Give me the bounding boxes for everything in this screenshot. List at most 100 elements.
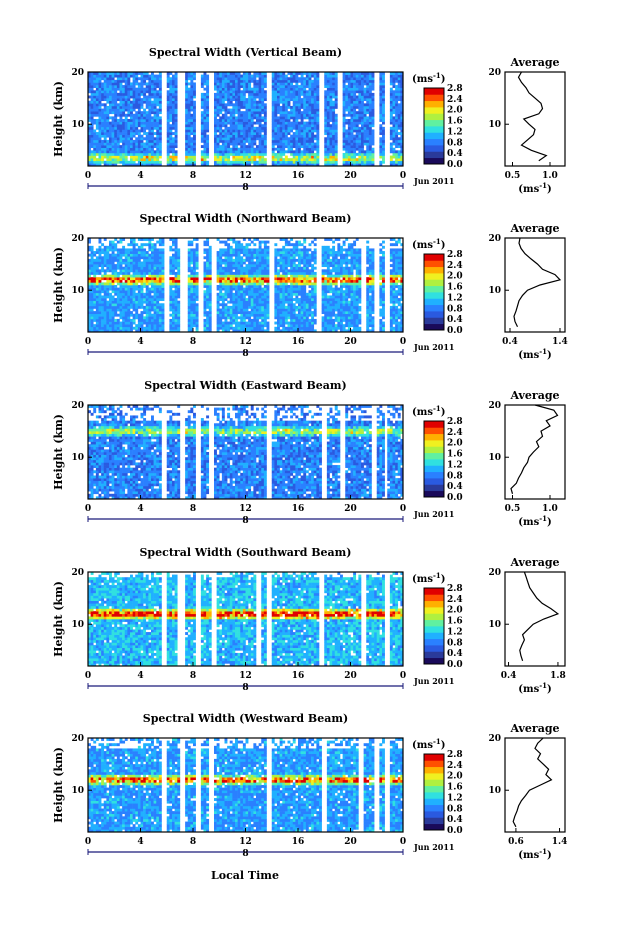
heatmap-cell xyxy=(177,308,181,312)
heatmap-cell xyxy=(245,137,249,141)
heatmap-cell xyxy=(174,98,178,102)
heatmap-cell xyxy=(308,134,312,138)
heatmap-cell xyxy=(177,253,181,257)
heatmap-cell xyxy=(274,126,278,130)
heatmap-cell xyxy=(158,238,162,241)
heatmap-cell xyxy=(400,121,404,125)
heatmap-cell xyxy=(174,132,178,135)
heatmap-cell xyxy=(253,158,257,162)
heatmap-cell xyxy=(174,271,178,275)
heatmap-cell xyxy=(235,134,238,138)
heatmap-cell xyxy=(109,90,112,94)
heatmap-cell xyxy=(219,292,223,296)
heatmap-cell xyxy=(135,243,139,247)
heatmap-cell xyxy=(368,160,372,164)
heatmap-cell xyxy=(227,74,231,78)
heatmap-cell xyxy=(187,279,191,283)
heatmap-cell xyxy=(303,85,307,88)
heatmap-cell xyxy=(98,238,102,241)
heatmap-cell xyxy=(137,92,141,96)
heatmap-cell xyxy=(101,124,105,128)
heatmap-cell xyxy=(116,321,120,325)
heatmap-cell xyxy=(258,77,262,81)
heatmap-cell xyxy=(93,147,97,151)
heatmap-cell xyxy=(221,305,225,309)
heatmap-cell xyxy=(158,126,162,130)
heatmap-cell xyxy=(119,282,123,286)
heatmap-cell xyxy=(235,111,238,115)
heatmap-cell xyxy=(119,139,123,143)
heatmap-cell xyxy=(232,316,236,320)
heatmap-cell xyxy=(240,132,244,135)
heatmap-cell xyxy=(140,158,144,162)
heatmap-cell xyxy=(195,290,199,294)
heatmap-cell xyxy=(350,100,354,104)
heatmap-cell xyxy=(114,124,118,128)
heatmap-cell xyxy=(224,85,228,88)
heatmap-cell xyxy=(114,253,118,257)
heatmap-cell xyxy=(245,124,249,128)
heatmap-cell xyxy=(298,95,301,99)
heatmap-cell xyxy=(221,298,225,301)
heatmap-cell xyxy=(158,77,162,81)
heatmap-cell xyxy=(334,142,338,146)
heatmap-cell xyxy=(190,90,194,94)
heatmap-cell xyxy=(166,158,170,162)
heatmap-cell xyxy=(248,111,252,115)
heatmap-cell xyxy=(190,95,194,99)
heatmap-cell xyxy=(156,85,160,88)
heatmap-cell xyxy=(334,79,338,83)
heatmap-cell xyxy=(256,129,259,133)
heatmap-cell xyxy=(224,290,228,294)
heatmap-cell xyxy=(395,113,399,117)
heatmap-cell xyxy=(187,295,191,299)
heatmap-cell xyxy=(261,126,265,130)
heatmap-cell xyxy=(135,261,139,265)
heatmap-cell xyxy=(114,326,118,330)
heatmap-cell xyxy=(151,163,154,167)
heatmap-cell xyxy=(232,308,236,312)
heatmap-cell xyxy=(148,145,152,149)
heatmap-cell xyxy=(111,298,115,301)
heatmap-cell xyxy=(161,258,165,262)
colorbar-tick-label: 2.0 xyxy=(447,106,463,116)
heatmap-cell xyxy=(277,142,280,146)
heatmap-cell xyxy=(277,163,280,167)
heatmap-cell xyxy=(156,305,160,309)
heatmap-cell xyxy=(88,111,91,115)
heatmap-cell xyxy=(127,251,131,254)
heatmap-cell xyxy=(135,158,139,162)
heatmap-cell xyxy=(292,90,296,94)
heatmap-cell xyxy=(127,279,131,283)
heatmap-cell xyxy=(203,100,207,104)
heatmap-cell xyxy=(316,147,320,151)
heatmap-cell xyxy=(227,251,231,254)
heatmap-cell xyxy=(216,139,220,143)
heatmap-cell xyxy=(95,266,99,270)
heatmap-cell xyxy=(111,258,115,262)
heatmap-cell xyxy=(245,105,249,109)
heatmap-cell xyxy=(271,119,275,122)
heatmap-cell xyxy=(261,134,265,138)
heatmap-cell xyxy=(216,147,220,151)
heatmap-cell xyxy=(190,261,194,265)
heatmap-cell xyxy=(122,287,126,291)
heatmap-cell xyxy=(135,126,139,130)
heatmap-cell xyxy=(303,92,307,96)
heatmap-cell xyxy=(109,329,112,333)
heatmap-cell xyxy=(253,79,257,83)
heatmap-cell xyxy=(166,155,170,159)
heatmap-cell xyxy=(305,158,309,162)
heatmap-cell xyxy=(303,79,307,83)
heatmap-cell xyxy=(219,90,223,94)
heatmap-cell xyxy=(206,300,210,304)
heatmap-cell xyxy=(298,98,301,102)
heatmap-cell xyxy=(95,269,99,273)
heatmap-cell xyxy=(116,142,120,146)
heatmap-cell xyxy=(368,100,372,104)
heatmap-cell xyxy=(140,152,144,156)
heatmap-cell xyxy=(206,103,210,107)
heatmap-cell xyxy=(274,108,278,112)
heatmap-cell xyxy=(148,253,152,257)
heatmap-cell xyxy=(190,158,194,162)
